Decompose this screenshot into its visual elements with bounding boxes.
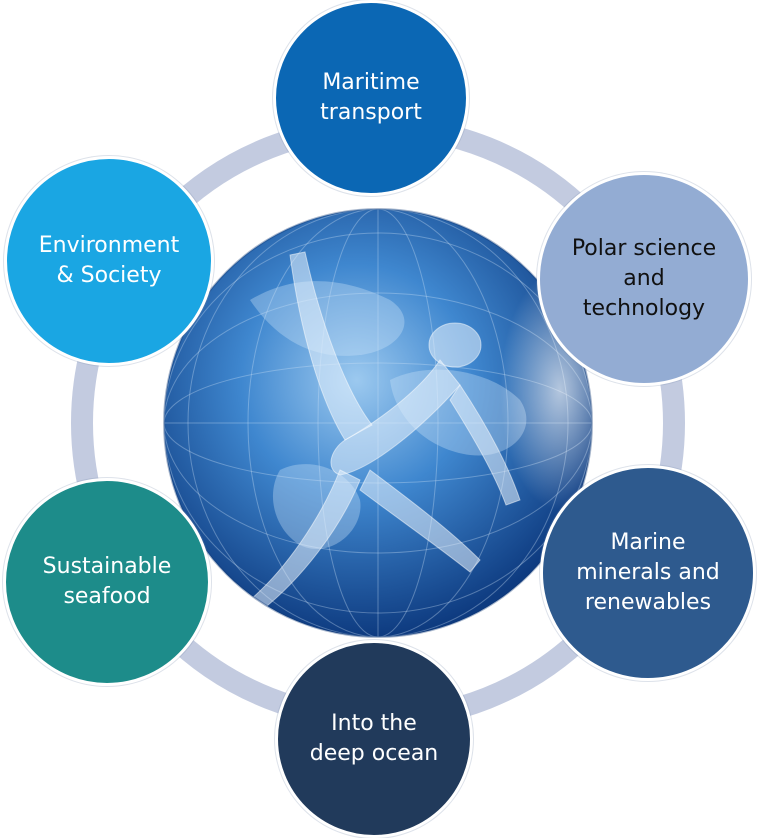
node-marine-minerals-label: Marine minerals and renewables [576, 530, 720, 615]
globe-illustration [163, 208, 593, 638]
node-environment-society-label: Environment & Society [38, 233, 180, 288]
node-environment-society: Environment & Society [4, 156, 214, 366]
node-sustainable-seafood-label: Sustainable seafood [42, 554, 172, 609]
node-maritime-transport-label: Maritime transport [320, 70, 422, 125]
node-marine-minerals: Marine minerals and renewables [540, 465, 756, 681]
node-deep-ocean: Into the deep ocean [275, 640, 473, 838]
node-sustainable-seafood: Sustainable seafood [3, 478, 211, 686]
node-polar-science: Polar science and technology [537, 172, 751, 386]
node-polar-science-label: Polar science and technology [571, 236, 717, 321]
node-deep-ocean-label: Into the deep ocean [309, 711, 439, 766]
node-maritime-transport: Maritime transport [273, 0, 469, 196]
